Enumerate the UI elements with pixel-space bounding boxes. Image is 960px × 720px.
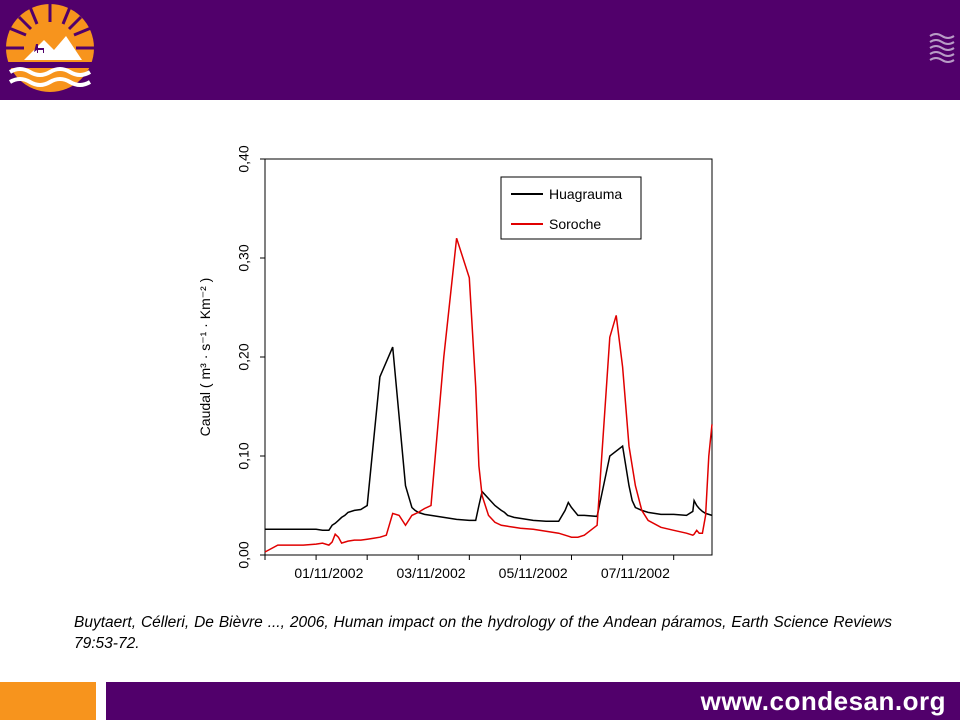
x-axis-ticks: 01/11/2002 03/11/2002 05/11/2002 07/11/2002 (264, 555, 675, 581)
y-tick-label: 0,40 (236, 145, 252, 172)
legend-label: Soroche (549, 216, 601, 232)
footer-bar: www.condesan.org (106, 682, 960, 720)
y-tick-label: 0,00 (236, 541, 252, 568)
header-bar (0, 0, 960, 100)
citation-text: Buytaert, Célleri, De Bièvre ..., 2006, … (74, 612, 892, 654)
plot-area (264, 158, 713, 556)
series-lines (264, 237, 713, 553)
y-tick-label: 0,30 (236, 244, 252, 271)
citation-line-2: Earth Science Reviews 79:53-72. (74, 614, 892, 652)
website-link[interactable]: www.condesan.org (700, 686, 946, 716)
waves-icon (929, 33, 955, 63)
condesan-logo-icon (6, 4, 94, 92)
legend-label: Huagrauma (549, 186, 622, 202)
hydrograph-chart: 0,00 0,10 0,20 0,30 0,40 01/11/2002 03/11/200… (180, 130, 780, 600)
citation-line-1: Buytaert, Célleri, De Bièvre ..., 2006, … (74, 614, 727, 631)
series-line-soroche (264, 237, 713, 553)
y-axis-label: Caudal ( m³ · s⁻¹ · Km⁻² ) (197, 278, 213, 437)
x-tick-label: 03/11/2002 (397, 565, 466, 581)
x-tick-label: 07/11/2002 (601, 565, 670, 581)
y-tick-label: 0,10 (236, 442, 252, 469)
y-tick-label: 0,20 (236, 343, 252, 370)
x-tick-label: 05/11/2002 (499, 565, 568, 581)
legend-box (500, 176, 642, 240)
footer-accent (0, 682, 96, 720)
chart-svg: 0,00 0,10 0,20 0,30 0,40 01/11/2002 03/11/200… (197, 145, 713, 581)
series-line-huagrauma (265, 346, 713, 532)
x-tick-label: 01/11/2002 (294, 565, 363, 581)
y-axis-ticks: 0,00 0,10 0,20 0,30 0,40 (236, 145, 265, 569)
chart-legend: Huagrauma Soroche (500, 176, 642, 240)
